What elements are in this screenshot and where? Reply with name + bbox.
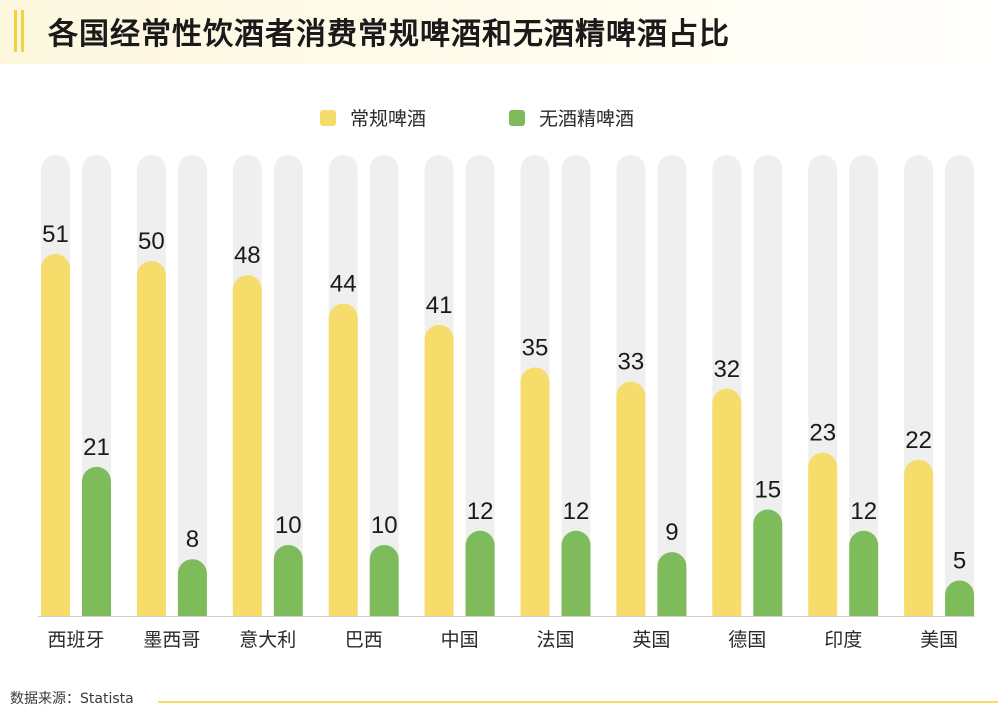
data-label-nonalcoholic: 10 — [275, 512, 302, 539]
bar-shape-regular — [712, 388, 742, 616]
bar-nonalcoholic — [177, 559, 207, 616]
x-tick-label: 法国 — [536, 629, 574, 651]
x-tick-label: 美国 — [920, 629, 958, 651]
x-tick-label: 西班牙 — [47, 629, 104, 651]
data-label-nonalcoholic: 8 — [186, 526, 199, 553]
data-label-regular: 33 — [618, 349, 645, 376]
title-accent-bar — [21, 10, 24, 52]
data-label-regular: 32 — [713, 356, 740, 383]
bar-nonalcoholic — [849, 530, 879, 616]
data-label-regular: 50 — [138, 228, 165, 255]
bar-shape-nonalcoholic — [369, 545, 399, 616]
bar-nonalcoholic — [753, 509, 783, 616]
data-label-regular: 22 — [905, 427, 932, 454]
x-tick-label: 巴西 — [345, 629, 383, 651]
bar-shape-regular — [520, 367, 550, 616]
x-tick-label: 英国 — [632, 629, 670, 651]
bar-shape-regular — [904, 459, 934, 616]
title-accent-bar — [14, 10, 17, 52]
chart-title: 各国经常性饮酒者消费常规啤酒和无酒精啤酒占比 — [48, 17, 730, 52]
bar-regular — [424, 324, 454, 616]
bar-nonalcoholic — [465, 530, 495, 616]
bar-track-nonalcoholic — [465, 155, 495, 616]
data-label-nonalcoholic: 12 — [563, 498, 590, 525]
data-label-regular: 23 — [809, 420, 836, 447]
bar-shape-nonalcoholic — [753, 509, 783, 616]
bar-shape-regular — [232, 275, 262, 616]
bar-regular — [712, 388, 742, 616]
bar-shape-regular — [328, 303, 358, 616]
bar-nonalcoholic — [369, 545, 399, 616]
data-label-regular: 41 — [426, 292, 453, 319]
x-tick-label: 德国 — [728, 629, 766, 651]
bar-shape-nonalcoholic — [945, 580, 975, 616]
title-band — [0, 0, 1005, 64]
bar-regular — [41, 253, 70, 617]
x-tick-label: 中国 — [441, 629, 479, 651]
legend-label-regular: 常规啤酒 — [350, 108, 427, 130]
bar-shape-nonalcoholic — [657, 552, 687, 616]
bar-nonalcoholic — [561, 530, 591, 616]
x-tick-label: 印度 — [824, 629, 862, 651]
bar-track-nonalcoholic — [177, 155, 207, 616]
bar-track-nonalcoholic — [945, 155, 975, 616]
bar-track-nonalcoholic — [273, 155, 303, 616]
bar-nonalcoholic — [945, 580, 975, 616]
bar-shape-nonalcoholic — [273, 545, 303, 616]
bar-shape-nonalcoholic — [561, 530, 591, 616]
bar-track-nonalcoholic — [369, 155, 399, 616]
bar-shape-nonalcoholic — [82, 466, 111, 616]
bar-shape-regular — [136, 261, 166, 616]
bar-shape-nonalcoholic — [465, 530, 495, 616]
bar-nonalcoholic — [657, 552, 687, 616]
legend: 常规啤酒 无酒精啤酒 — [0, 104, 1005, 131]
legend-swatch-regular — [320, 109, 336, 126]
legend-item-nonalcoholic: 无酒精啤酒 — [509, 104, 634, 131]
source-divider — [158, 701, 998, 703]
bar-shape-nonalcoholic — [849, 530, 879, 616]
data-label-nonalcoholic: 10 — [371, 512, 398, 539]
bar-track-nonalcoholic — [753, 155, 783, 616]
bar-regular — [808, 452, 838, 616]
bar-regular — [616, 381, 646, 616]
data-label-regular: 51 — [42, 221, 69, 248]
bar-regular — [520, 367, 550, 616]
bar-regular — [232, 275, 262, 616]
bar-regular — [328, 303, 358, 616]
data-label-nonalcoholic: 9 — [665, 519, 678, 546]
bar-track-nonalcoholic — [657, 155, 687, 616]
bar-shape-regular — [616, 381, 646, 616]
bar-nonalcoholic — [82, 466, 111, 616]
legend-item-regular: 常规啤酒 — [320, 104, 426, 131]
bar-shape-regular — [41, 253, 70, 617]
bar-shape-regular — [424, 324, 454, 616]
data-label-regular: 48 — [234, 242, 261, 269]
bar-shape-nonalcoholic — [177, 559, 207, 616]
bar-track-nonalcoholic — [849, 155, 879, 616]
data-label-nonalcoholic: 12 — [467, 498, 494, 525]
bar-nonalcoholic — [273, 545, 303, 616]
source-note: 数据来源：Statista — [10, 691, 134, 707]
data-label-regular: 44 — [330, 271, 357, 298]
data-label-nonalcoholic: 21 — [83, 434, 110, 461]
data-label-nonalcoholic: 5 — [953, 548, 966, 575]
bar-regular — [904, 459, 934, 616]
data-label-regular: 35 — [522, 335, 549, 362]
data-label-nonalcoholic: 15 — [754, 477, 781, 504]
data-label-nonalcoholic: 12 — [850, 498, 877, 525]
legend-label-nonalcoholic: 无酒精啤酒 — [539, 108, 635, 130]
bar-shape-regular — [808, 452, 838, 616]
bar-track-nonalcoholic — [561, 155, 591, 616]
bar-regular — [136, 261, 166, 616]
x-tick-label: 意大利 — [239, 629, 296, 651]
x-tick-label: 墨西哥 — [143, 629, 200, 651]
legend-swatch-nonalcoholic — [509, 109, 525, 126]
